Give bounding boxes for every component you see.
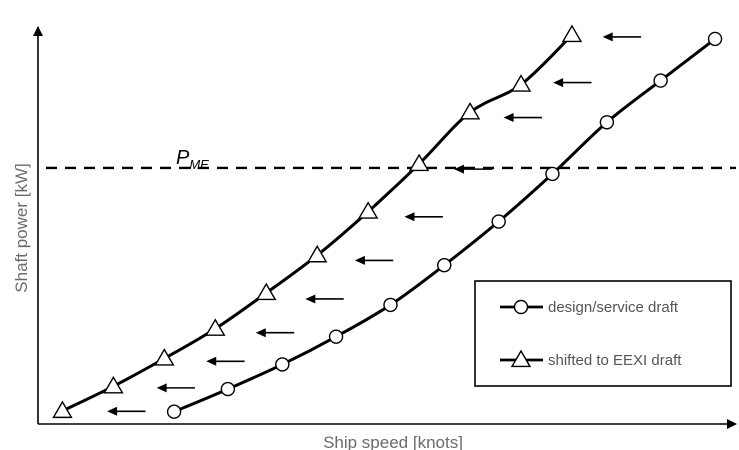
circle-marker: [166, 404, 182, 419]
triangle-marker: [561, 24, 583, 43]
shift-arrow: [255, 328, 295, 338]
triangle-marker: [510, 74, 532, 92]
legend-label: design/service draft: [548, 299, 679, 316]
circle-marker: [599, 115, 615, 130]
triangle-marker: [154, 348, 175, 366]
legend-box: [474, 280, 732, 387]
shift-arrow: [206, 356, 245, 366]
shift-arrow: [107, 406, 146, 416]
circle-marker: [545, 166, 560, 182]
series-line: [61, 33, 574, 413]
triangle-marker: [357, 201, 379, 219]
reference-lines: PME: [46, 147, 736, 172]
shift-arrow: [503, 113, 542, 123]
circle-marker: [653, 73, 668, 88]
series-1: [52, 24, 583, 419]
circle-marker: [437, 258, 452, 273]
shift-arrow: [454, 164, 493, 174]
circle-marker: [275, 357, 290, 372]
shift-arrow: [602, 32, 642, 42]
shift-arrow: [305, 294, 344, 304]
triangle-marker: [52, 400, 73, 419]
series-line: [173, 37, 716, 414]
triangle-marker: [408, 153, 430, 172]
triangle-marker: [306, 244, 328, 263]
circle-marker: [328, 329, 344, 344]
triangle-marker: [256, 282, 277, 301]
shift-arrows: [107, 32, 642, 416]
x-axis-label: Ship speed [knots]: [323, 433, 463, 450]
axes: [33, 26, 737, 429]
legend-entry: shifted to EEXI draft: [500, 349, 682, 369]
series-0: [166, 31, 723, 419]
circle-marker: [220, 381, 236, 397]
triangle-marker: [459, 101, 481, 120]
legend-circle-marker: [513, 299, 529, 315]
circle-marker: [491, 214, 506, 229]
shift-arrow: [354, 255, 394, 265]
legend-triangle-marker: [510, 349, 532, 368]
legend-label: shifted to EEXI draft: [548, 352, 682, 369]
y-axis-label: Shaft power [kW]: [12, 163, 31, 292]
triangle-marker: [205, 318, 226, 336]
legend: design/service draft shifted to EEXI draf…: [474, 280, 732, 387]
shift-arrow: [156, 383, 196, 393]
legend-entry: design/service draft: [500, 299, 679, 316]
series-group: [52, 24, 723, 419]
pme-label: PME: [176, 147, 209, 172]
shift-arrow: [404, 212, 443, 222]
circle-marker: [383, 297, 398, 313]
shift-arrow: [553, 78, 592, 88]
triangle-marker: [103, 375, 124, 394]
circle-marker: [707, 31, 723, 47]
